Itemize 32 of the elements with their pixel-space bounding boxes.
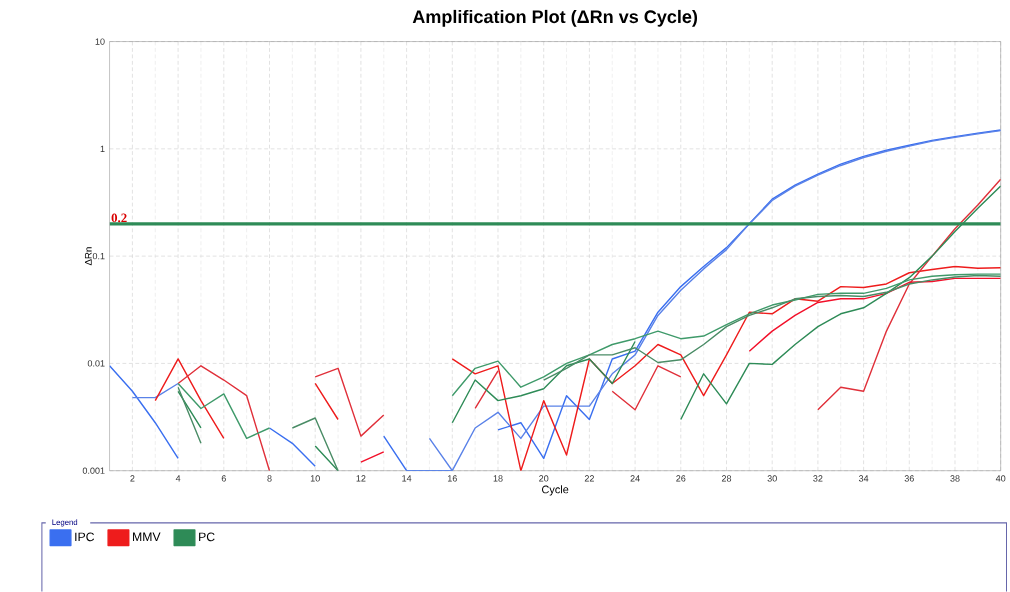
ref-line-label: 0.2 <box>111 213 127 223</box>
x-tick-label: 16 <box>447 475 457 482</box>
y-axis-title: ΔRn <box>84 247 92 266</box>
x-tick-label: 30 <box>767 475 777 482</box>
x-tick-label: 14 <box>402 475 412 482</box>
x-tick-label: 40 <box>995 475 1006 482</box>
y-tick-label: 0.001 <box>82 467 105 474</box>
x-tick-label: 28 <box>721 475 732 482</box>
x-tick-label: 18 <box>493 475 503 482</box>
legend-label: PC <box>199 532 215 542</box>
x-tick-label: 32 <box>813 475 823 482</box>
x-tick-label: 10 <box>310 475 320 482</box>
x-tick-label: 26 <box>676 475 686 482</box>
x-tick-label: 36 <box>904 475 914 482</box>
x-tick-label: 38 <box>950 475 960 482</box>
legend-label: IPC <box>75 532 95 542</box>
x-tick-label: 2 <box>130 475 135 482</box>
x-tick-label: 20 <box>539 475 549 482</box>
y-tick-label: 10 <box>95 38 105 45</box>
legend-label: MMV <box>133 532 161 541</box>
y-tick-label: 0.1 <box>92 252 105 260</box>
x-tick-label: 12 <box>356 475 366 482</box>
y-tick-label: 0.01 <box>87 360 105 367</box>
y-tick-label: 1 <box>100 145 105 152</box>
x-tick-label: 4 <box>175 475 181 482</box>
chart-title: Amplification Plot (ΔRn vs Cycle) <box>412 9 698 27</box>
x-tick-label: 6 <box>221 475 226 482</box>
x-tick-label: 8 <box>267 475 272 482</box>
x-tick-label: 22 <box>584 475 594 482</box>
x-axis-title: Cycle <box>541 485 569 496</box>
x-tick-label: 34 <box>858 475 869 482</box>
x-tick-label: 24 <box>630 475 640 482</box>
